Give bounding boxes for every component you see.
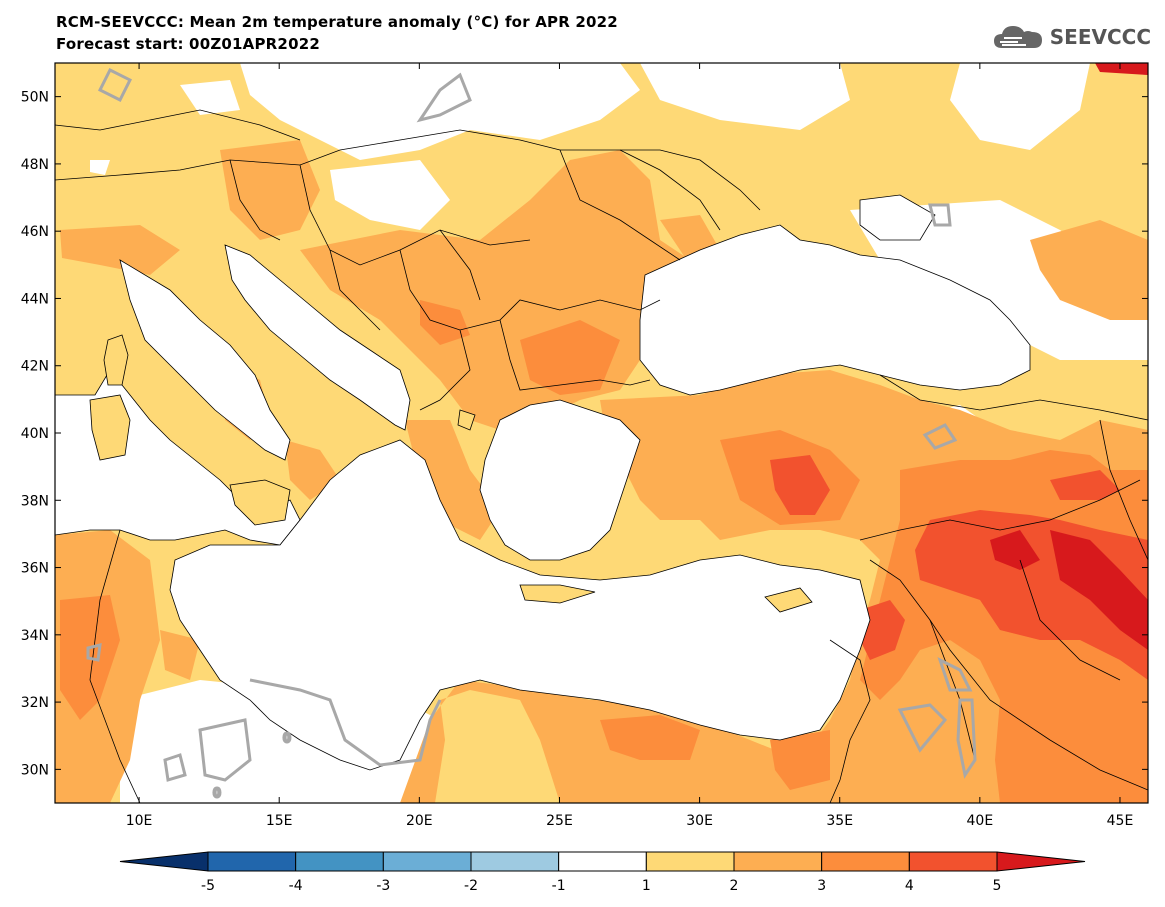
colorbar-segment	[119, 851, 209, 872]
colorbar-label: -5	[201, 878, 215, 894]
cloud-icon	[993, 26, 1042, 48]
colorbar-segment	[733, 851, 823, 872]
country-borders	[55, 109, 1148, 803]
lon-tick-label: 20E	[406, 813, 433, 829]
lon-tick-label: 25E	[546, 813, 573, 829]
lat-tick-label: 42N	[21, 359, 49, 375]
contour-label: 0	[283, 731, 291, 745]
forecast-start-label: Forecast start: 00Z01APR2022	[56, 35, 320, 53]
lon-tick-label: 35E	[826, 813, 853, 829]
colorbar-segment	[470, 851, 560, 872]
colorbar-label: -2	[464, 878, 478, 894]
islands	[89, 334, 813, 613]
colorbar-label: 4	[905, 878, 914, 894]
colorbar-label: -4	[289, 878, 303, 894]
colorbar-label: 1	[642, 878, 651, 894]
map-title: RCM-SEEVCCC: Mean 2m temperature anomaly…	[56, 13, 618, 31]
lat-tick-label: 32N	[21, 695, 49, 711]
colorbar-segment	[295, 851, 384, 872]
colorbar-segment	[207, 851, 297, 872]
anomaly-over-5-band	[990, 63, 1148, 650]
lat-tick-label: 44N	[21, 291, 49, 307]
colorbar-segment	[382, 851, 472, 872]
contour-label: 0	[213, 786, 221, 800]
lat-tick-label: 46N	[21, 224, 49, 240]
colorbar-segment	[645, 851, 735, 872]
lat-tick-label: 34N	[21, 628, 49, 644]
lat-tick-label: 50N	[21, 90, 49, 106]
lat-tick-label: 38N	[21, 493, 49, 509]
lat-tick-label: 36N	[21, 561, 49, 577]
colorbar-label: -3	[376, 878, 390, 894]
lon-tick-label: 40E	[967, 813, 994, 829]
colorbar-label: 3	[817, 878, 826, 894]
colorbar-segment	[996, 851, 1086, 872]
colorbar-segment	[821, 851, 910, 872]
lat-tick-label: 48N	[21, 157, 49, 173]
longitude-axis: 10E 15E 20E 25E 30E 35E 40E 45E	[126, 63, 1134, 829]
lon-tick-label: 10E	[126, 813, 153, 829]
colorbar-segment	[558, 851, 647, 872]
colorbar-label: -1	[552, 878, 566, 894]
latitude-axis: 30N 32N 34N 36N 38N 40N 42N 44N 46N 48N 50N	[21, 90, 1148, 778]
lon-tick-label: 45E	[1107, 813, 1134, 829]
colorbar-segment	[908, 851, 998, 872]
lat-tick-label: 40N	[21, 426, 49, 442]
lon-tick-label: 15E	[266, 813, 293, 829]
lon-tick-label: 30E	[686, 813, 713, 829]
zero-contours: 00	[86, 67, 977, 802]
seevccc-logo: SEEVCCC	[992, 22, 1151, 52]
colorbar-label: 2	[730, 878, 739, 894]
lat-tick-label: 30N	[21, 762, 49, 778]
temperature-field: 00	[55, 63, 1148, 803]
colorbar-label: 5	[993, 878, 1002, 894]
colorbar: -5 -4 -3 -2 -1 1 2 3 4 5	[119, 851, 1086, 894]
logo-text: SEEVCCC	[1049, 25, 1151, 49]
